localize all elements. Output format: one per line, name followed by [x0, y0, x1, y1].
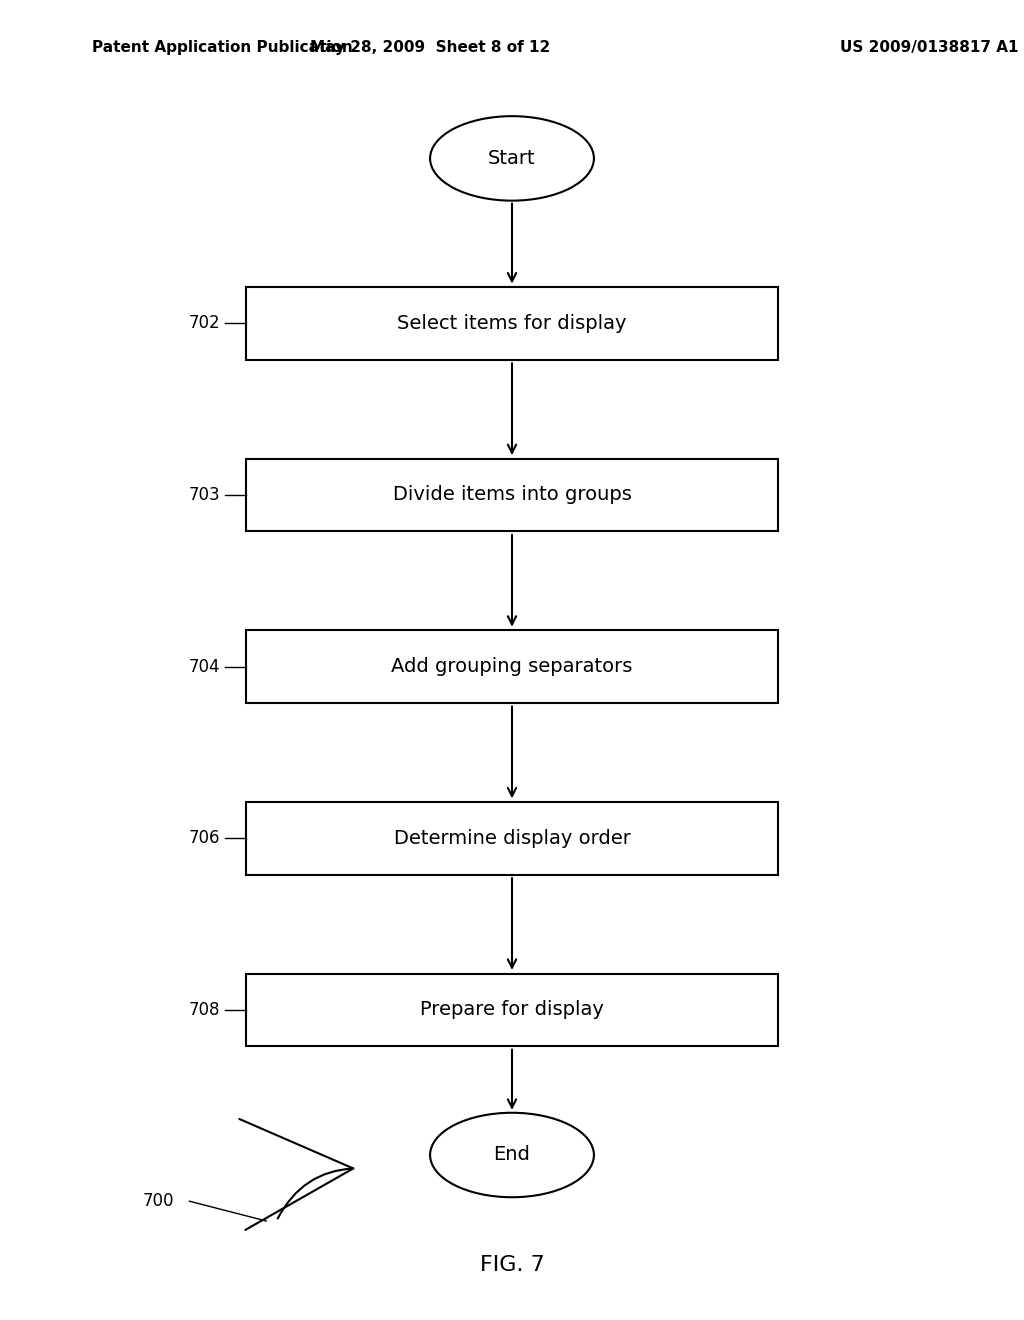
Text: Select items for display: Select items for display [397, 314, 627, 333]
Text: 706: 706 [188, 829, 220, 847]
Text: 708: 708 [188, 1001, 220, 1019]
FancyArrowPatch shape [240, 1119, 353, 1230]
Text: Start: Start [488, 149, 536, 168]
Text: 700: 700 [142, 1192, 174, 1210]
Text: End: End [494, 1146, 530, 1164]
Text: US 2009/0138817 A1: US 2009/0138817 A1 [840, 40, 1018, 55]
Text: Determine display order: Determine display order [393, 829, 631, 847]
Text: 703: 703 [188, 486, 220, 504]
Text: Patent Application Publication: Patent Application Publication [92, 40, 353, 55]
Text: 702: 702 [188, 314, 220, 333]
Text: Add grouping separators: Add grouping separators [391, 657, 633, 676]
Text: Divide items into groups: Divide items into groups [392, 486, 632, 504]
Text: FIG. 7: FIG. 7 [479, 1254, 545, 1275]
Text: 704: 704 [188, 657, 220, 676]
Text: May 28, 2009  Sheet 8 of 12: May 28, 2009 Sheet 8 of 12 [310, 40, 550, 55]
Text: Prepare for display: Prepare for display [420, 1001, 604, 1019]
